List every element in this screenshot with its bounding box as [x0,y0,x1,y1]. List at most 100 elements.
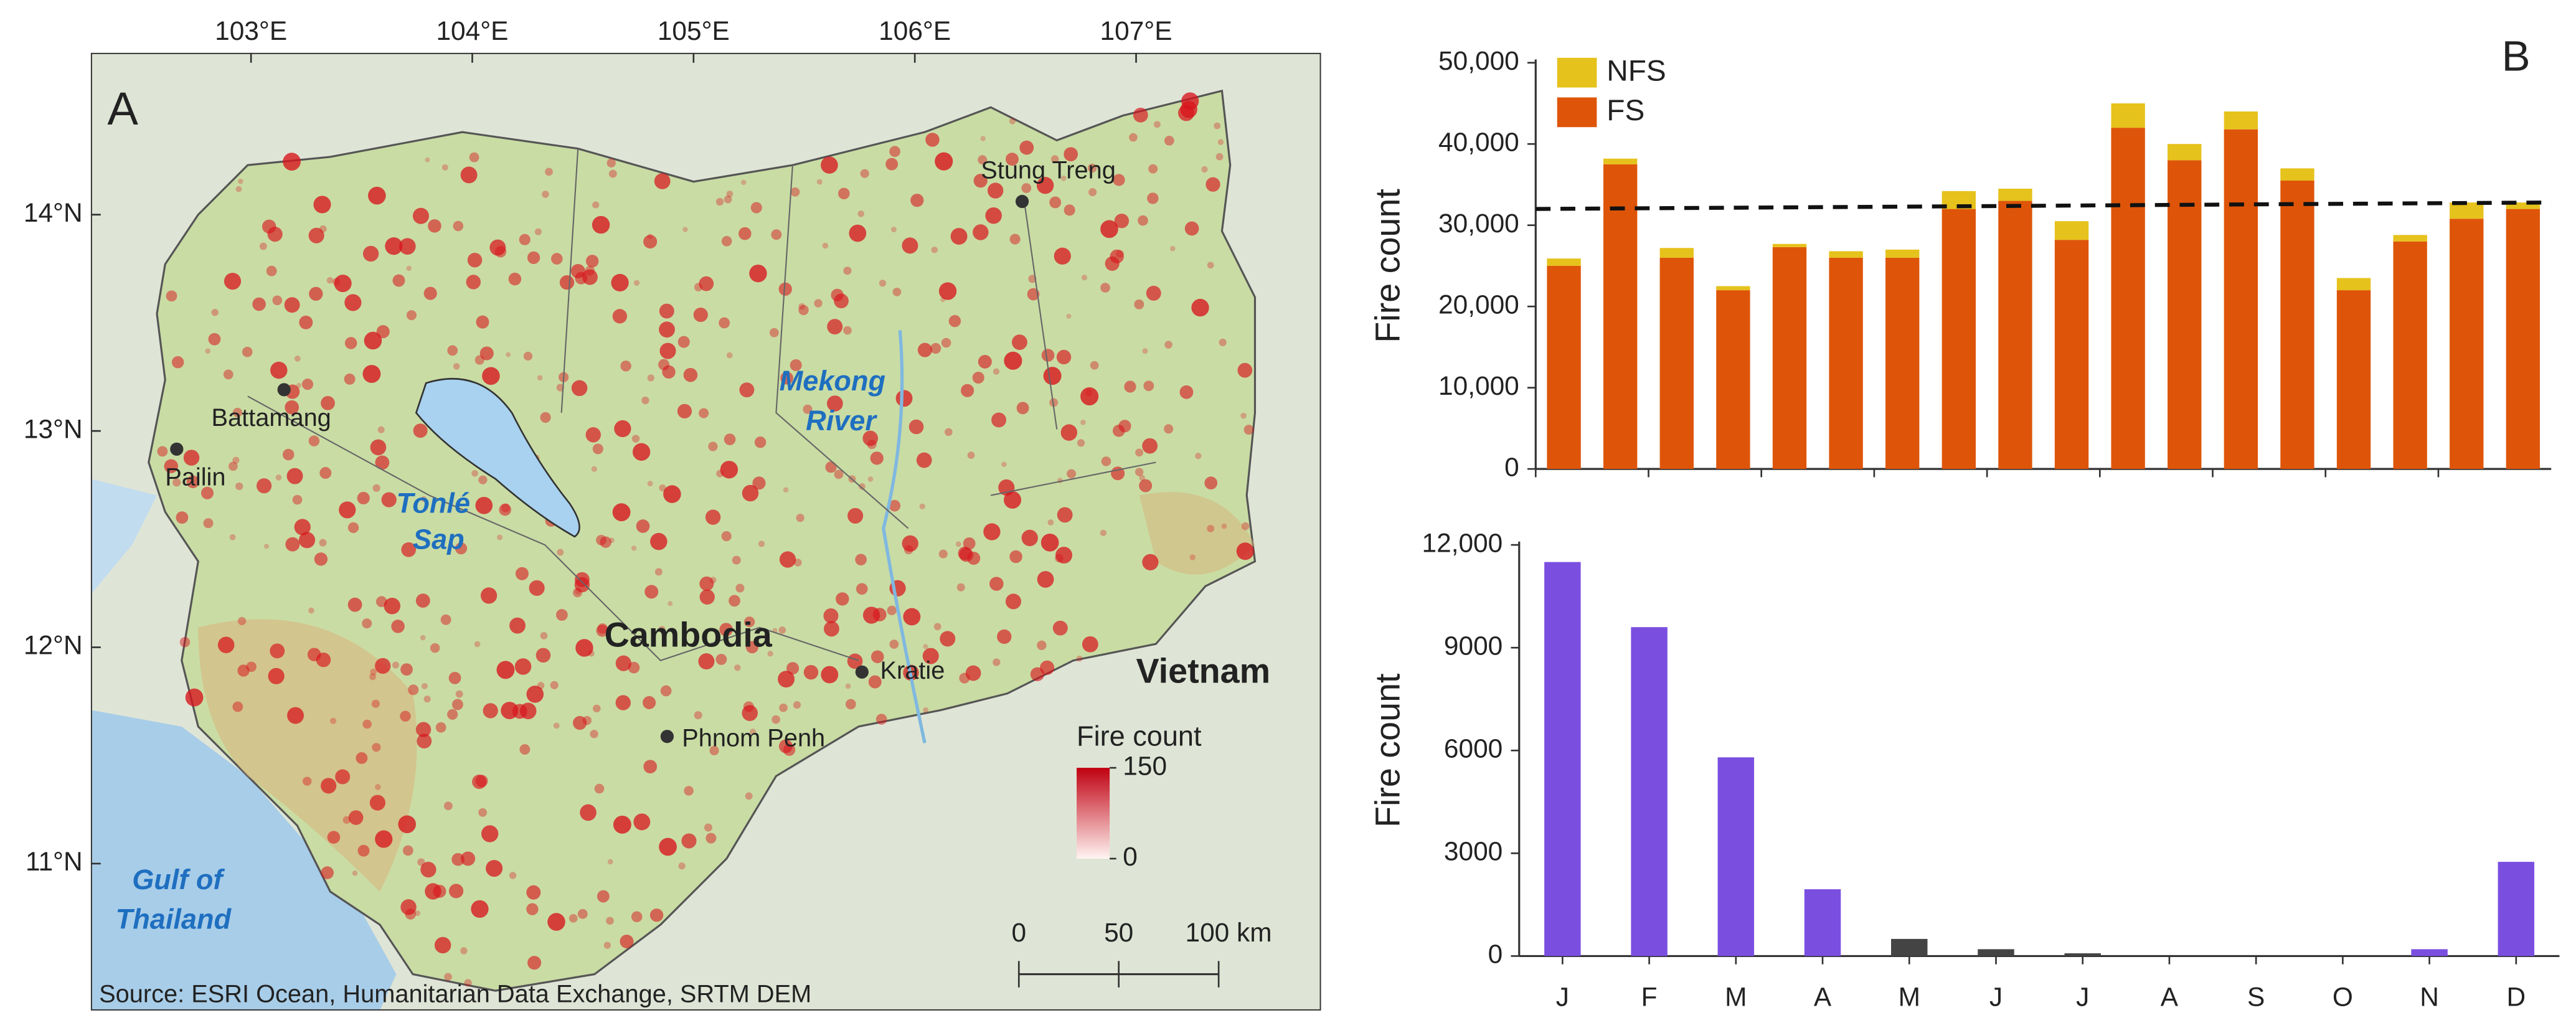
fire-dot [1011,334,1027,351]
bar-segment [2280,168,2314,181]
fire-dot [694,283,703,291]
fire-dot [172,478,181,487]
fire-dot [286,468,303,484]
bar-segment [2336,278,2371,291]
fire-dot [902,535,918,552]
fire-dot [721,236,732,247]
fire-dot [461,851,476,866]
fire-dot [889,499,901,512]
fire-dot [391,620,405,633]
fire-dot [1148,164,1158,174]
fire-dot [362,245,379,262]
fire-dot [1037,571,1054,588]
fire-dot [778,282,792,296]
fire-dot [956,583,965,592]
fire-dot [935,152,953,171]
colorbar-label: 150 [1123,751,1167,780]
fire-dot [745,641,758,654]
bar-segment [1603,158,1638,164]
fire-dot [537,375,543,380]
fire-dot [229,534,236,540]
fire-dot [313,196,331,214]
y-tick-label: 10,000 [1438,371,1519,400]
fire-dot [435,722,446,733]
fire-dot [534,228,542,235]
fire-dot [997,629,1012,644]
fire-dot [308,227,324,243]
fire-dot [1214,122,1221,130]
fire-dot [729,595,740,607]
fire-dot [509,872,517,879]
fire-dot [1100,529,1107,536]
fire-dot [469,152,479,163]
fire-dot [299,315,313,329]
fire-dot [682,227,688,232]
fire-dot [592,443,603,455]
river-label: Mekong [780,365,885,397]
fire-dot [1087,163,1097,173]
fire-dot [455,542,468,555]
fire-dot [941,337,951,348]
fire-dot [455,690,463,698]
fire-dot [471,900,489,918]
fire-dot [447,345,458,356]
lake [415,378,580,538]
fire-dot [205,348,210,354]
fire-dot [1217,139,1224,146]
fire-dot [659,342,676,359]
fire-dot [238,179,243,184]
fire-dot [550,253,563,265]
fire-dot [252,297,266,311]
fire-dot [356,752,368,764]
fire-dot [705,509,721,525]
fire-dot [855,554,867,566]
fire-dot [235,186,242,192]
fire-dot [590,730,598,738]
fire-dot [715,654,727,665]
fire-dot [681,833,697,849]
fire-dot [649,908,664,922]
fire-dot [460,166,478,184]
fire-dot [275,474,282,481]
fire-dot [647,233,653,239]
country-label: Vietnam [1136,652,1271,691]
fire-dot [749,264,767,283]
fire-dot [166,290,177,302]
fire-dot [375,784,381,790]
fire-dot [633,813,651,831]
fire-dot [683,367,698,382]
fire-dot [654,568,663,576]
fire-dot [375,830,393,848]
fire-dot [783,487,789,493]
fire-dot [1049,196,1062,209]
fire-dot [347,522,359,534]
fire-dot [1139,474,1146,481]
fire-dot [256,478,272,494]
fire-dot [1236,542,1254,560]
fire-dot [786,662,800,675]
fire-dot [259,242,267,250]
fire-dot [440,614,451,625]
fire-dot [428,219,441,233]
bar-segment [1603,164,1638,469]
fire-dot [526,903,539,915]
charts: 0 10,000 20,000 30,000 40,000 50,000 Fire coun… [1369,32,2560,1012]
fire-dot [375,658,391,674]
fire-dot [460,947,468,955]
fire-dot [381,492,397,507]
fire-dot [659,484,666,492]
y-tick-label: 6000 [1444,733,1503,763]
fire-dot [600,536,611,548]
fire-dot [1088,188,1097,197]
fire-dot [993,368,1000,375]
fire-dot [985,207,1002,224]
fire-dot [845,699,856,710]
country-label: Cambodia [605,615,773,654]
fire-dot [302,776,312,786]
fire-dot [978,155,988,165]
fire-dot [1142,554,1159,571]
lat-label: 14°N [24,198,83,227]
fire-dot [413,423,428,438]
fire-dot [480,587,498,604]
fire-dot [1080,419,1086,425]
